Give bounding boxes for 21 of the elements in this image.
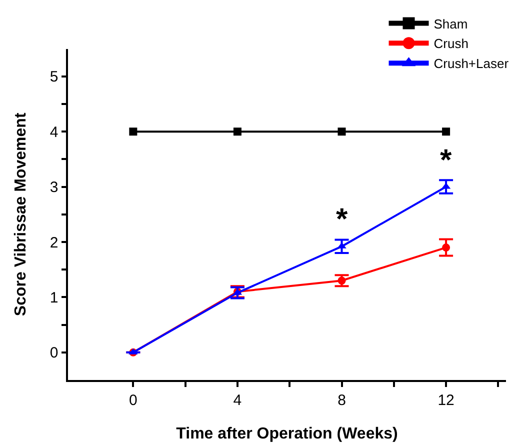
legend-label: Sham [434,16,468,32]
y-tick-label: 5 [50,68,58,86]
x-tick-label: 8 [338,392,346,409]
annotation: * [336,203,348,236]
annotation: * [440,144,452,177]
y-tick-label: 4 [50,124,58,141]
legend-label: Crush+Laser [434,56,510,72]
x-tick-label: 12 [438,392,454,409]
point [129,128,138,136]
x-tick-label: 4 [233,392,242,409]
legend-label: Crush [434,36,468,52]
x-axis-title: Time after Operation (Weeks) [176,426,398,442]
x-tick-label: 0 [129,392,138,409]
y-tick-label: 1 [50,289,58,306]
y-tick-label: 3 [50,179,58,196]
y-axis-title: Score Vibrissae Movement [12,112,30,316]
y-tick-label: 0 [50,344,58,362]
point [338,128,346,136]
y-tick-label: 2 [50,234,58,252]
point [442,128,450,136]
point [233,128,242,136]
